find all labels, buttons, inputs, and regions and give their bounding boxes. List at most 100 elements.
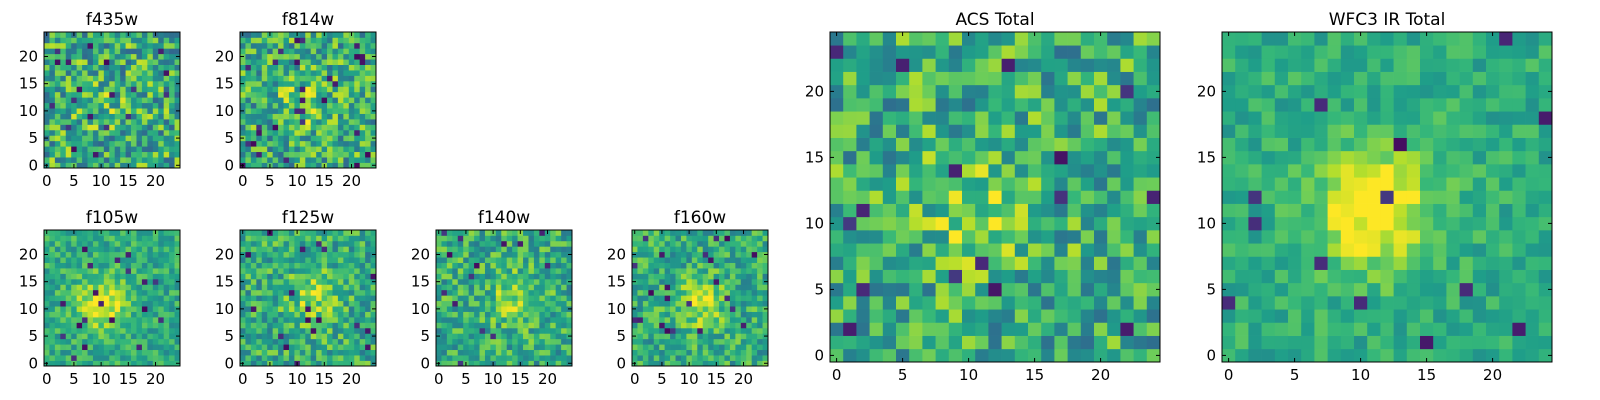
heatmap-cell (49, 146, 56, 153)
heatmap-cell (272, 70, 279, 76)
heatmap-cell (283, 300, 290, 307)
heatmap-cell (87, 97, 94, 104)
heatmap-cell (109, 70, 116, 76)
heatmap-cell (1067, 137, 1082, 152)
heatmap-cell (922, 177, 936, 191)
heatmap-cell (283, 124, 290, 131)
heatmap-cell (719, 262, 725, 269)
heatmap-cell (131, 59, 137, 65)
heatmap-cell (147, 251, 154, 258)
heatmap-cell (327, 355, 333, 361)
heatmap-cell (975, 269, 989, 284)
heatmap-cell (555, 300, 562, 307)
heatmap-cell (294, 317, 301, 323)
heatmap-cell (544, 284, 551, 291)
heatmap-cell (1120, 164, 1134, 178)
heatmap-cell (490, 257, 497, 263)
heatmap-cell (278, 300, 284, 307)
heatmap-cell (71, 257, 77, 263)
heatmap-cell (256, 306, 263, 312)
heatmap-cell (256, 338, 263, 345)
heatmap-cell (1133, 32, 1148, 46)
heatmap-cell (261, 349, 268, 356)
heatmap-cell (724, 295, 731, 302)
heatmap-cell (463, 355, 469, 361)
heatmap-cell (463, 311, 469, 318)
heatmap-cell (109, 42, 116, 49)
heatmap-cell (152, 284, 159, 291)
heatmap-cell (288, 108, 295, 114)
heatmap-cell (762, 327, 769, 334)
heatmap-cell (370, 64, 377, 71)
heatmap-cell (495, 251, 502, 258)
heatmap-cell (316, 48, 322, 55)
heatmap-cell (158, 108, 165, 114)
heatmap-cell (830, 45, 844, 59)
heatmap-cell (751, 344, 758, 351)
heatmap-cell (92, 355, 99, 361)
heatmap-cell (719, 246, 725, 253)
heatmap-cell (463, 262, 469, 269)
heatmap-cell (555, 355, 562, 361)
heatmap-cell (316, 97, 322, 104)
heatmap-cell (724, 251, 731, 258)
heatmap-cell (109, 91, 116, 98)
heatmap-cell (1472, 190, 1487, 204)
heatmap-cell (757, 295, 763, 302)
heatmap-cell (528, 344, 535, 351)
heatmap-cell (174, 257, 181, 263)
heatmap-cell (1067, 309, 1082, 323)
heatmap-cell (441, 230, 448, 236)
heatmap-cell (1472, 309, 1487, 323)
heatmap-cell (65, 146, 72, 153)
heatmap-cell (299, 59, 306, 65)
heatmap-cell (1380, 150, 1394, 165)
heatmap-cell (1235, 164, 1249, 178)
heatmap-cell (44, 257, 50, 263)
heatmap-cell (909, 203, 923, 218)
heatmap-cell (490, 333, 497, 340)
heatmap-cell (896, 243, 910, 257)
heatmap-cell (294, 235, 301, 242)
heatmap-cell (245, 119, 252, 125)
heatmap-cell (343, 235, 350, 242)
heatmap-cell (680, 360, 687, 367)
heatmap-cell (948, 137, 963, 152)
heatmap-cell (327, 295, 333, 302)
heatmap-cell (136, 64, 143, 71)
y-tick-label: 5 (28, 129, 38, 147)
x-tick-label: 15 (315, 370, 334, 388)
heatmap-cell (948, 190, 963, 204)
heatmap-cell (648, 273, 655, 280)
heatmap-cell (1406, 282, 1421, 297)
heatmap-cell (272, 135, 279, 142)
heatmap-cell (272, 311, 279, 318)
heatmap-cell (245, 251, 252, 258)
heatmap-cell (332, 102, 339, 109)
panel-title: f125w (282, 208, 334, 228)
heatmap-cell (988, 150, 1002, 165)
heatmap-cell (267, 146, 273, 153)
heatmap-cell (648, 306, 655, 312)
heatmap-cell (948, 45, 963, 59)
heatmap-cell (114, 162, 121, 169)
heatmap-cell (474, 284, 480, 291)
heatmap-cell (245, 284, 252, 291)
heatmap-cell (1301, 335, 1315, 350)
heatmap-cell (370, 75, 377, 82)
heatmap-cell (163, 108, 170, 114)
heatmap-cell (561, 284, 567, 291)
heatmap-cell (158, 113, 165, 120)
heatmap-cell (136, 311, 143, 318)
heatmap-cell (463, 289, 469, 296)
x-tick-label: 5 (461, 370, 471, 388)
heatmap-cell (1354, 177, 1368, 191)
heatmap-cell (1001, 230, 1016, 244)
heatmap-cell (762, 257, 769, 263)
heatmap-cell (528, 300, 535, 307)
heatmap-cell (87, 344, 94, 351)
heatmap-cell (44, 129, 50, 136)
heatmap-cell (697, 246, 704, 253)
heatmap-cell (299, 246, 306, 253)
x-tick-label: 15 (1025, 366, 1044, 384)
